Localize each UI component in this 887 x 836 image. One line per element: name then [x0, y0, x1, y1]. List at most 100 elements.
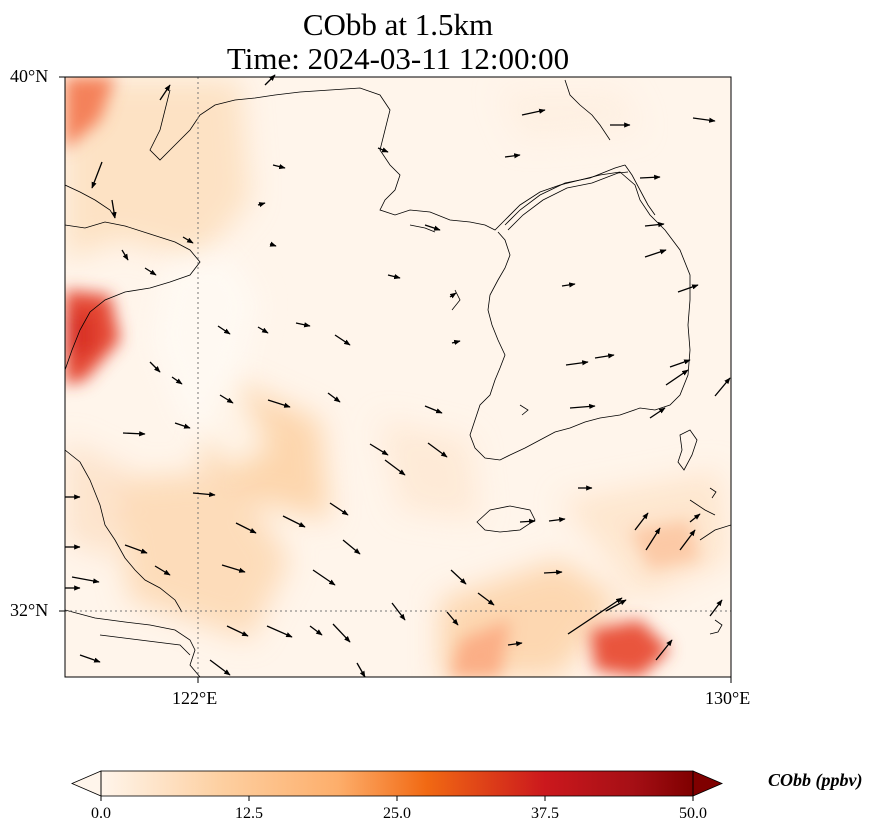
wind-arrow	[182, 236, 194, 244]
wind-arrow	[649, 407, 666, 419]
wind-arrow	[111, 199, 117, 219]
xtick-label-130: 130°E	[705, 688, 751, 708]
map-frame	[64, 76, 732, 678]
wind-arrow	[565, 360, 589, 366]
coastlines	[65, 79, 731, 677]
wind-arrow	[327, 392, 341, 403]
colorbar-tick-25: 25.0	[383, 805, 411, 822]
wind-arrow	[644, 249, 667, 258]
wind-arrow	[561, 282, 576, 288]
wind-arrow	[567, 597, 623, 635]
ytick-label-40: 40°N	[10, 66, 49, 86]
wind-arrow	[450, 569, 467, 585]
wind-arrow	[309, 625, 323, 636]
wind-arrow	[71, 576, 100, 584]
wind-arrow	[295, 322, 311, 328]
wind-arrow	[446, 611, 459, 626]
colorbar-gradient	[101, 771, 693, 796]
wind-arrow	[334, 334, 351, 346]
wind-arrow	[154, 565, 171, 576]
wind-arrow	[122, 431, 146, 437]
wind-arrow	[332, 623, 351, 643]
wind-arrow	[356, 662, 366, 678]
wind-arrow	[226, 625, 249, 637]
colorbar-tick-0: 0.0	[91, 805, 111, 822]
wind-arrow	[677, 284, 699, 293]
colorbar-tick-12-5: 12.5	[235, 805, 263, 822]
wind-arrow	[424, 224, 441, 231]
wind-arrow	[387, 274, 401, 280]
wind-arrow	[235, 522, 257, 534]
wind-arrow	[266, 625, 293, 638]
gridlines	[65, 77, 731, 677]
wind-arrow	[144, 267, 157, 276]
colorbar-tick-37-5: 37.5	[531, 805, 559, 822]
wind-arrow	[665, 369, 689, 386]
wind-arrow	[605, 599, 627, 612]
wind-arrow	[669, 359, 691, 368]
colorbar-label: CObb (ppbv)	[768, 770, 863, 790]
wind-arrow	[504, 153, 521, 159]
wind-arrow	[159, 84, 171, 101]
wind-arrow	[507, 641, 523, 647]
wind-arrow	[171, 376, 183, 385]
wind-arrow	[79, 654, 101, 663]
wind-arrow	[174, 422, 191, 429]
wind-arrow	[391, 602, 406, 621]
wind-arrow	[709, 599, 723, 617]
wind-arrow	[427, 442, 448, 458]
wind-arrow	[282, 515, 306, 528]
wind-arrow	[269, 241, 277, 247]
wind-arrow	[644, 222, 665, 228]
wind-arrow	[209, 659, 231, 676]
plot-time: Time: 2024-03-11 12:00:00	[226, 41, 570, 76]
wind-arrow	[477, 592, 495, 606]
wind-arrow	[519, 518, 536, 524]
map-panel	[59, 74, 732, 683]
wind-arrow	[634, 512, 649, 531]
wind-arrow	[219, 394, 234, 404]
wind-arrow	[217, 325, 231, 335]
wind-arrow	[645, 527, 661, 551]
wind-arrow	[369, 443, 389, 456]
ytick-label-32: 32°N	[10, 600, 49, 620]
wind-arrow	[521, 108, 546, 116]
wind-arrow	[655, 639, 673, 661]
wind-arrow	[91, 161, 103, 189]
concentration-field	[65, 77, 731, 677]
wind-arrow	[679, 529, 696, 551]
wind-arrow	[569, 403, 596, 410]
wind-arrow	[384, 459, 406, 476]
wind-arrow	[257, 202, 266, 208]
wind-arrow	[121, 249, 129, 261]
colorbar-max-extend	[692, 770, 724, 797]
wind-arrow	[449, 292, 457, 299]
wind-arrow	[272, 164, 286, 170]
wind-arrow	[342, 539, 361, 555]
wind-arrow	[639, 174, 661, 180]
wind-arrow	[149, 361, 161, 373]
wind-arrow	[451, 339, 461, 345]
wind-arrow	[221, 564, 246, 573]
wind-arrow	[594, 353, 615, 359]
wind-arrow	[424, 405, 443, 414]
plot-title: CObb at 1.5km	[302, 7, 494, 42]
wind-arrow	[257, 326, 269, 334]
colorbar-ticks	[100, 796, 694, 801]
wind-arrow	[714, 377, 731, 397]
wind-arrow	[192, 491, 216, 498]
wind-arrow	[124, 544, 148, 554]
wind-arrow	[329, 502, 349, 516]
wind-arrow	[548, 517, 566, 523]
colorbar-min-extend	[70, 770, 102, 797]
wind-arrow	[543, 569, 563, 575]
wind-arrow	[689, 513, 701, 523]
wind-arrow	[377, 147, 389, 153]
xtick-label-122: 122°E	[172, 688, 218, 708]
wind-vectors	[65, 74, 731, 678]
wind-arrow	[267, 399, 291, 408]
wind-arrow	[312, 569, 336, 586]
wind-arrow	[692, 117, 716, 123]
colorbar-tick-50: 50.0	[679, 805, 707, 822]
